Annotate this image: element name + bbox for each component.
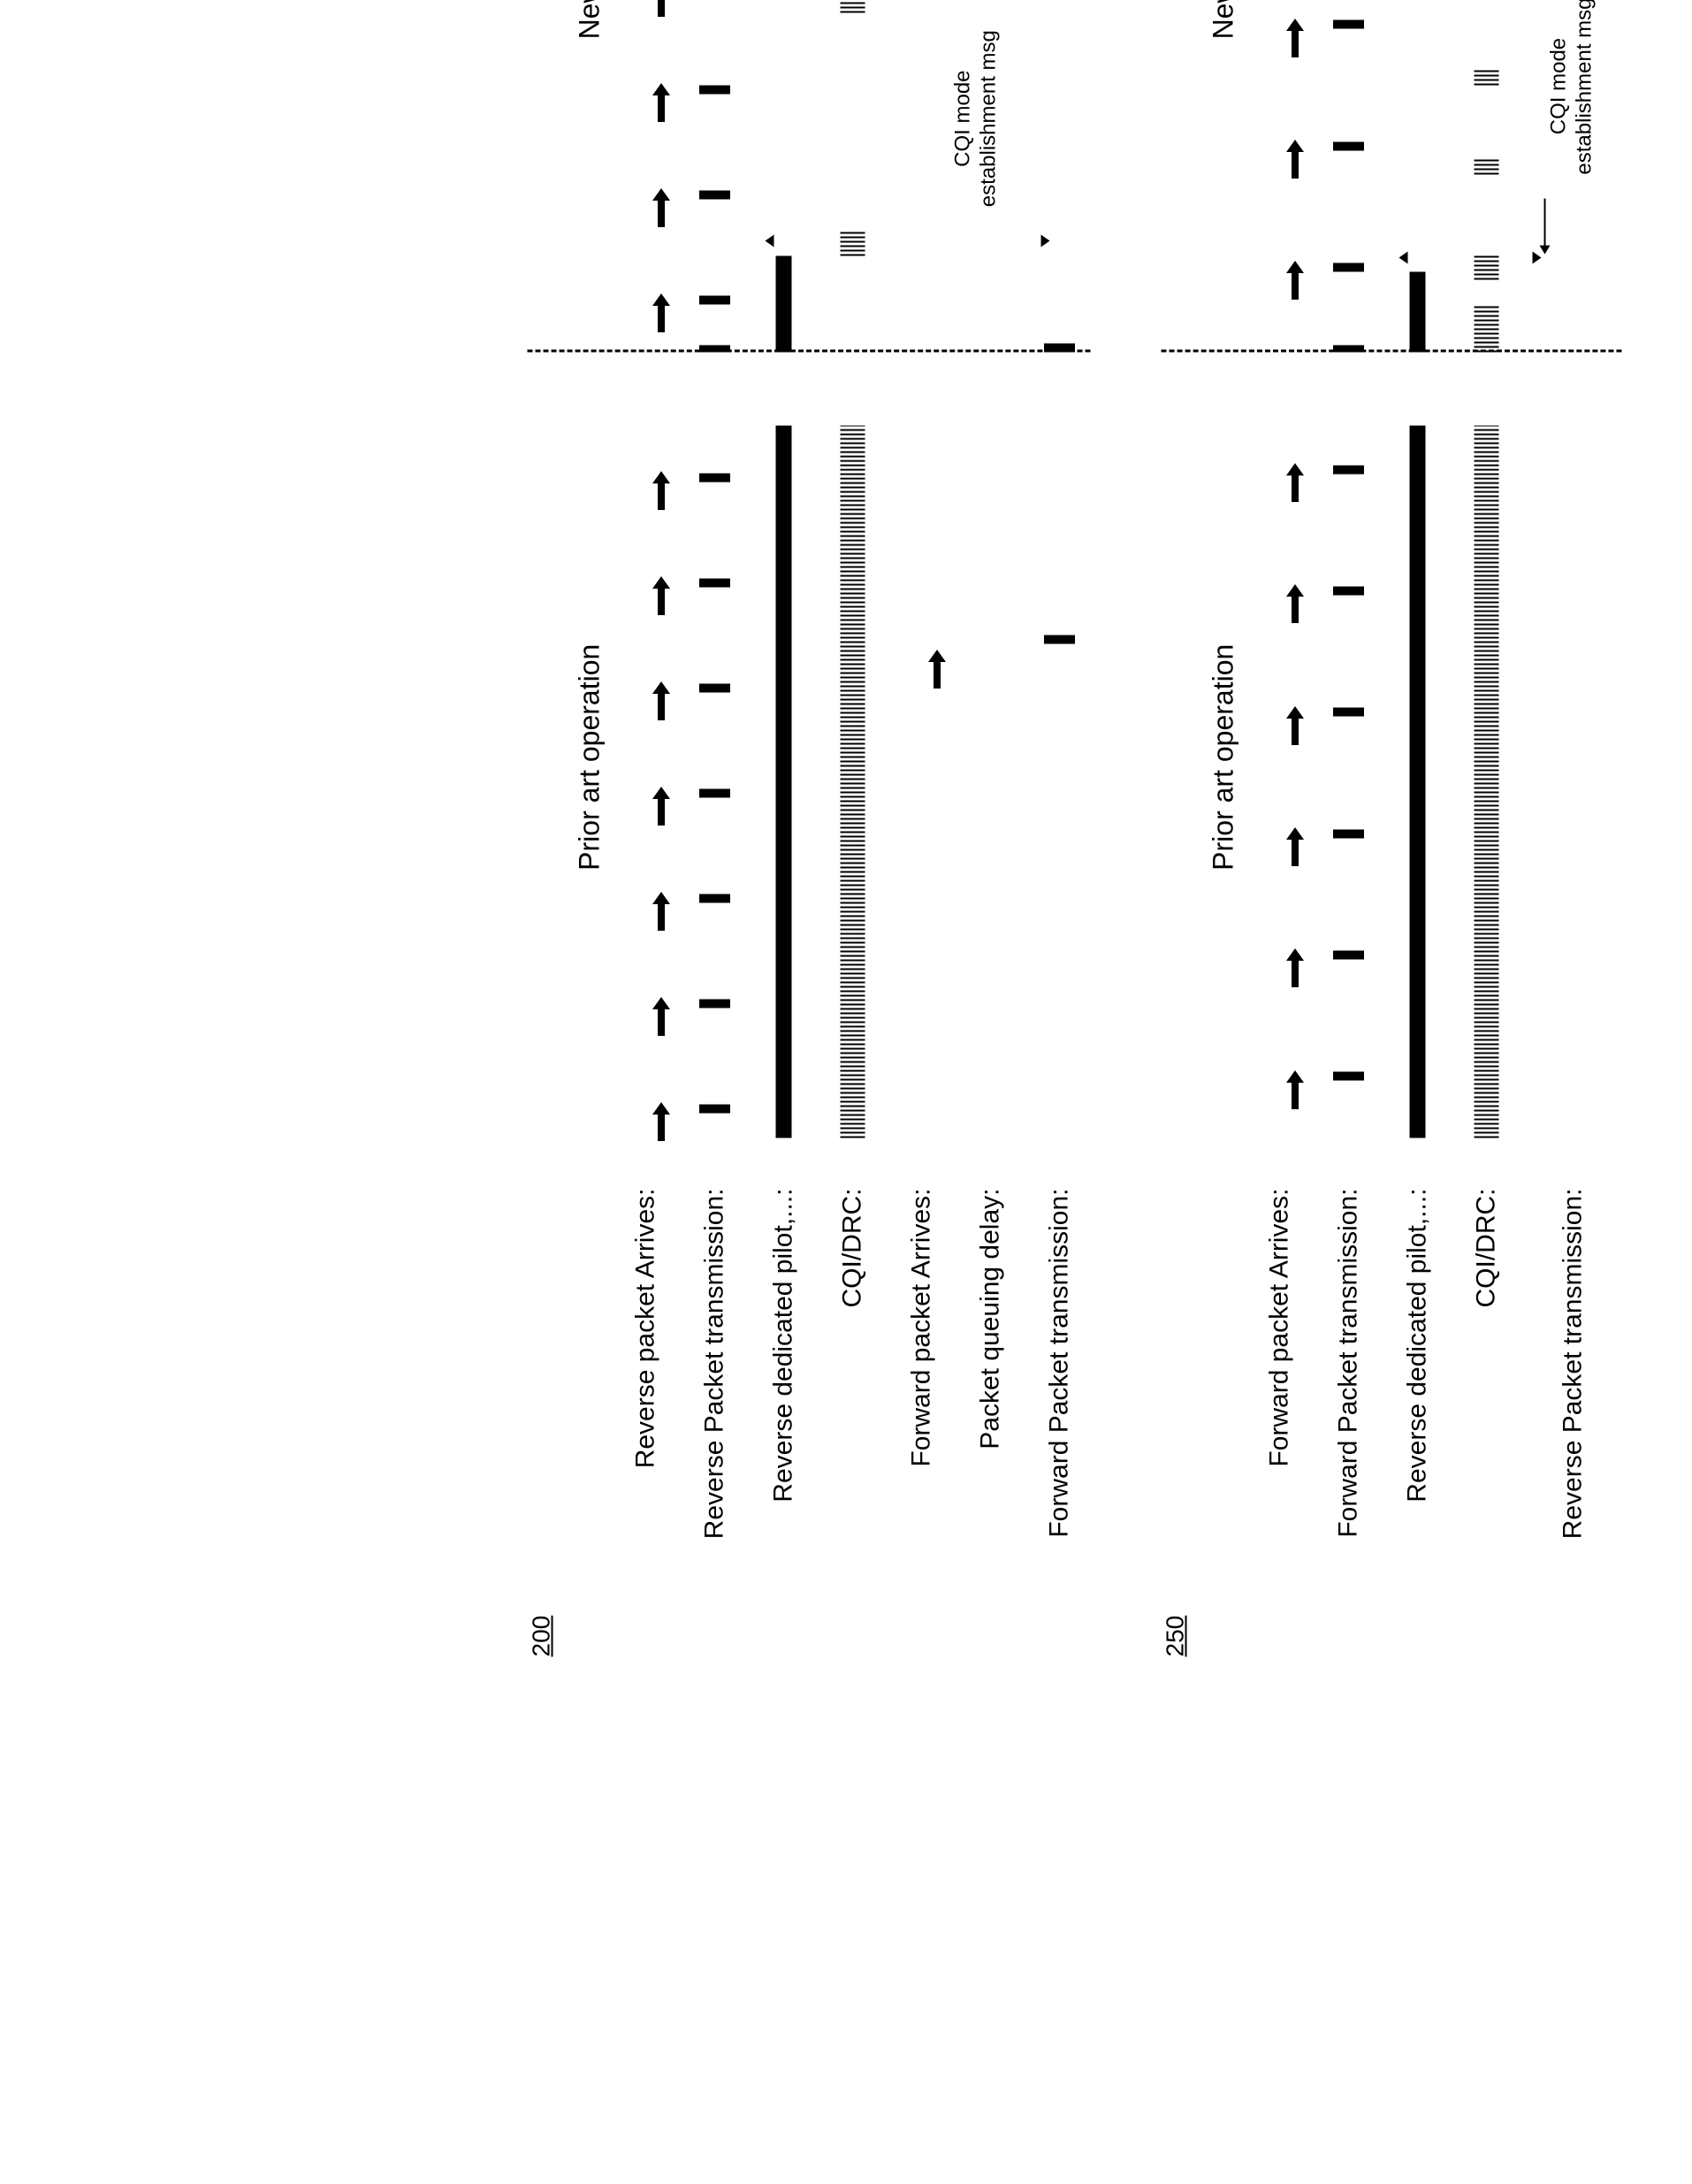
row-label: Reverse Packet transmission:: [700, 1162, 730, 1657]
row-reverse-packet-arrives: Reverse packet Arrives:: [615, 0, 677, 1657]
section-id-250: 250: [1162, 0, 1190, 1657]
section-250: 250 Prior art operation New operation Fo…: [1162, 0, 1622, 1657]
row-forward-packet-tx: Forward Packet transmission:: [1318, 0, 1380, 1657]
columns-header: Prior art operation New operation: [574, 0, 606, 1657]
row-label: Forward packet Arrives:: [907, 1162, 937, 1657]
row-cqi-drc: CQI/DRC:: [822, 0, 884, 1657]
row-label: Forward Packet transmission:: [1334, 1162, 1364, 1657]
row-label: CQI/DRC:: [838, 1162, 868, 1657]
row-label: Forward packet Arrives:: [1265, 1162, 1295, 1657]
header-prior-art: Prior art operation: [1208, 353, 1240, 1162]
row-forward-packet-arrives: Forward packet Arrives:: [891, 0, 953, 1657]
header-new-op: New operation: [1208, 0, 1240, 353]
row-label: Reverse dedicated pilot,...:: [769, 1162, 799, 1657]
prior-art-data: [615, 353, 677, 1162]
header-new-op: New operation: [574, 0, 606, 353]
row-reverse-dedicated-pilot: Reverse dedicated pilot,...:: [753, 0, 815, 1657]
row-label: Packet queuing delay:: [976, 1162, 1006, 1657]
row-reverse-dedicated-pilot: Reverse dedicated pilot,...:: [1387, 0, 1449, 1657]
new-op-data: [615, 0, 677, 353]
header-prior-art: Prior art operation: [574, 353, 606, 1162]
annot-cqi-mode: CQI mode establishment msg: [951, 30, 1002, 207]
row-reverse-packet-tx: Reverse Packet transmission:: [684, 0, 746, 1657]
row-reverse-packet-tx: Reverse Packet transmission: CQI mode es…: [1525, 0, 1622, 1657]
row-cqi-drc: CQI/DRC:: [1456, 0, 1518, 1657]
row-forward-packet-arrives: Forward packet Arrives:: [1249, 0, 1311, 1657]
row-label: Reverse dedicated pilot,...:: [1403, 1162, 1433, 1657]
row-packet-queuing-delay: Packet queuing delay: CQI mode establish…: [960, 0, 1022, 1657]
row-label: Reverse Packet transmission:: [1559, 1162, 1589, 1657]
arrow-to-msg: [1544, 199, 1546, 247]
row-label: Forward Packet transmission:: [1045, 1162, 1075, 1657]
section-id-200: 200: [528, 0, 556, 1657]
row-label: Reverse packet Arrives:: [631, 1162, 661, 1657]
row-label: CQI/DRC:: [1472, 1162, 1502, 1657]
columns-header: Prior art operation New operation: [1208, 0, 1240, 1657]
annot-cqi-mode: CQI mode establishment msg: [1547, 0, 1598, 175]
row-forward-packet-tx: Forward Packet transmission:: [1029, 0, 1091, 1657]
section-200: 200 Prior art operation New operation Re…: [528, 0, 1091, 1657]
